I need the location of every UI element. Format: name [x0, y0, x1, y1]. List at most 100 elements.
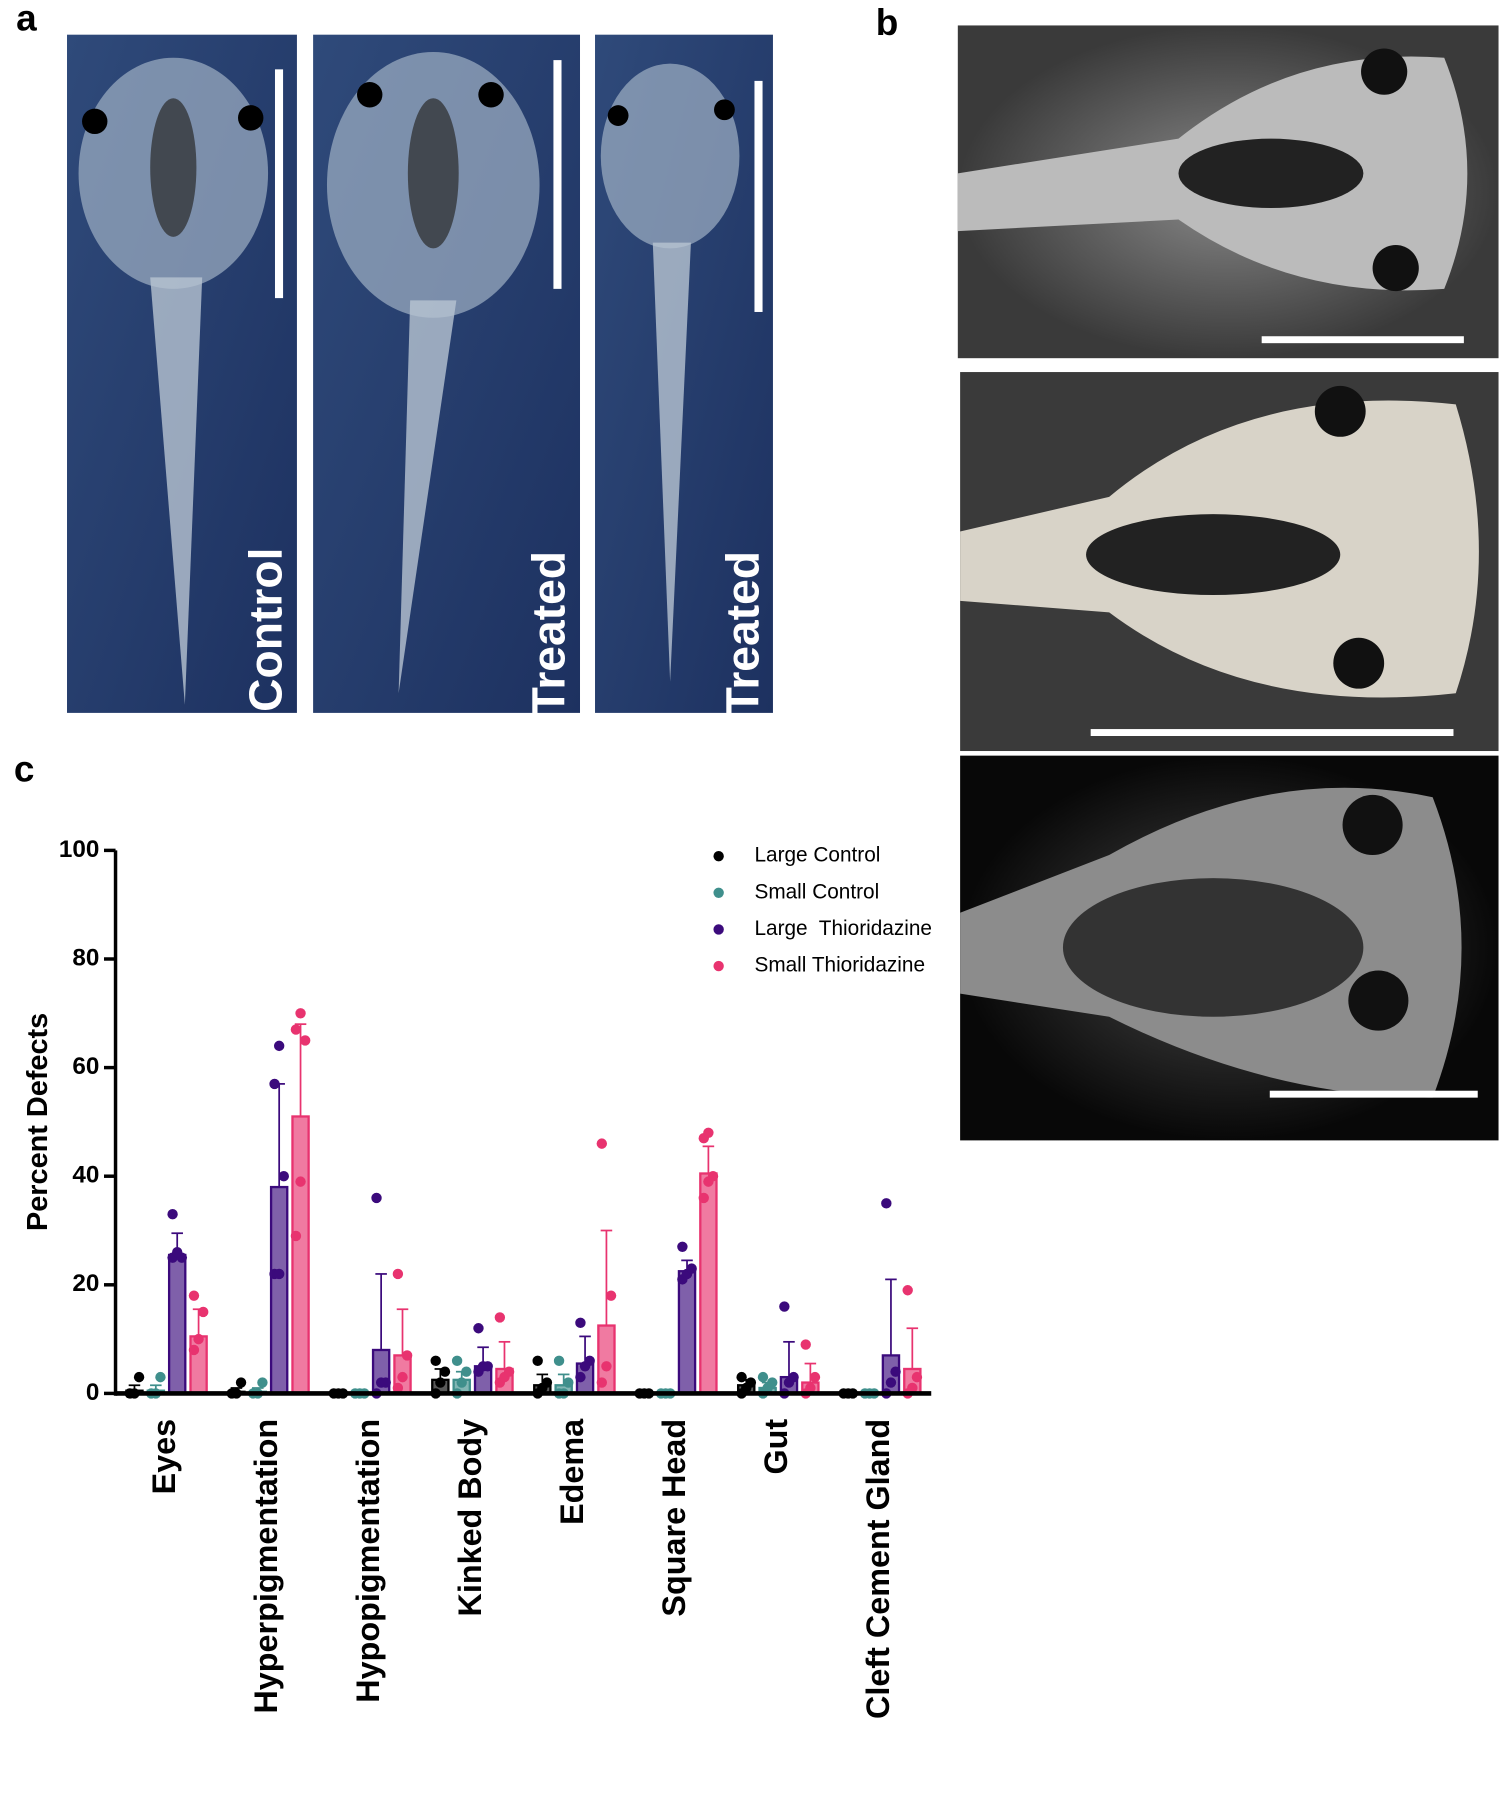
image-label: Treated	[717, 551, 769, 715]
data-point	[278, 1171, 289, 1182]
photos-b	[957, 25, 1499, 1141]
legend-marker	[713, 887, 724, 898]
chart: Percent Defects 0 20 40 60 80 100 Eyes Hyperpigm…	[22, 836, 932, 1719]
data-point	[456, 1377, 467, 1388]
data-point	[767, 1377, 778, 1388]
data-point	[290, 1024, 302, 1035]
data-point	[273, 1040, 285, 1052]
legend-label: Small Thioridazine	[754, 954, 925, 977]
x-tick-label: Cleft Cement Gland	[860, 1419, 896, 1719]
data-point	[575, 1371, 586, 1383]
data-point	[911, 1371, 923, 1383]
x-tick-label: Gut	[758, 1419, 794, 1475]
legend-label: Large Control	[754, 844, 880, 867]
data-point	[430, 1355, 441, 1367]
data-point	[698, 1192, 709, 1204]
data-point	[532, 1355, 543, 1367]
data-point	[707, 1171, 719, 1182]
y-axis-title: Percent Defects	[22, 1013, 54, 1231]
data-point	[596, 1138, 608, 1149]
legend-marker	[713, 850, 724, 862]
data-point	[890, 1366, 901, 1377]
data-point	[451, 1355, 463, 1367]
data-point	[269, 1078, 280, 1090]
bar	[291, 1115, 310, 1395]
data-point	[167, 1209, 178, 1220]
data-point	[401, 1350, 413, 1361]
x-tick-label: Edema	[554, 1418, 590, 1525]
image-label: Control	[239, 548, 291, 712]
data-point	[435, 1377, 446, 1388]
data-point	[482, 1361, 493, 1372]
data-point	[902, 1285, 913, 1296]
panel-label: b	[876, 2, 899, 43]
data-point	[295, 1008, 306, 1019]
bar	[167, 1253, 187, 1395]
data-point	[295, 1176, 306, 1187]
data-point	[439, 1366, 451, 1377]
data-point	[290, 1230, 302, 1242]
x-tick-label: Kinked Body	[452, 1419, 488, 1617]
data-point	[885, 1377, 897, 1388]
data-point	[176, 1252, 188, 1263]
data-point	[188, 1290, 200, 1301]
data-point	[198, 1306, 209, 1318]
data-point	[133, 1371, 145, 1383]
x-tick-label: Hyperpigmentation	[248, 1419, 284, 1714]
data-point	[494, 1312, 506, 1323]
data-point	[601, 1361, 612, 1372]
data-point	[193, 1333, 204, 1345]
bar	[269, 1185, 289, 1395]
data-point	[371, 1192, 382, 1204]
data-point	[235, 1377, 247, 1388]
data-point	[392, 1268, 404, 1280]
legend-label: Large Thioridazine	[754, 917, 932, 940]
data-point	[392, 1382, 404, 1394]
data-point	[299, 1035, 311, 1046]
photos-a	[67, 34, 773, 713]
data-point	[779, 1301, 790, 1312]
data-point	[788, 1371, 799, 1383]
panel-label: c	[14, 749, 35, 790]
data-point	[881, 1198, 892, 1209]
data-point	[380, 1377, 391, 1388]
bar	[677, 1270, 697, 1395]
panel-label: a	[16, 0, 37, 39]
data-point	[503, 1366, 515, 1377]
data-point	[155, 1371, 166, 1383]
data-point	[800, 1339, 811, 1350]
y-tick-label: 60	[72, 1053, 99, 1080]
data-point	[461, 1366, 472, 1377]
data-point	[541, 1377, 553, 1388]
bar	[699, 1172, 718, 1395]
data-point	[397, 1371, 408, 1383]
data-point	[584, 1355, 595, 1367]
data-point	[596, 1377, 608, 1388]
data-point	[745, 1377, 757, 1388]
y-tick-label: 0	[86, 1379, 99, 1406]
legend-marker	[713, 924, 724, 935]
data-point	[188, 1344, 200, 1356]
data-point	[677, 1241, 688, 1252]
data-point	[736, 1371, 747, 1383]
legend-label: Small Control	[754, 880, 879, 903]
data-point	[553, 1355, 565, 1367]
data-point	[805, 1382, 816, 1394]
y-tick-label: 20	[72, 1270, 99, 1297]
data-point	[809, 1371, 821, 1383]
data-point	[686, 1263, 697, 1274]
y-tick-label: 80	[72, 944, 99, 971]
x-tick-label: Hypopigmentation	[350, 1419, 386, 1703]
image-label: Treated	[522, 551, 574, 715]
data-point	[703, 1127, 714, 1138]
data-point	[605, 1290, 617, 1301]
data-point	[257, 1377, 268, 1388]
data-point	[473, 1323, 484, 1334]
y-tick-label: 40	[72, 1162, 99, 1189]
x-tick-label: Square Head	[656, 1419, 692, 1617]
data-point	[757, 1371, 769, 1383]
y-tick-label: 100	[59, 836, 99, 863]
data-point	[563, 1377, 574, 1388]
x-tick-label: Eyes	[146, 1419, 182, 1495]
